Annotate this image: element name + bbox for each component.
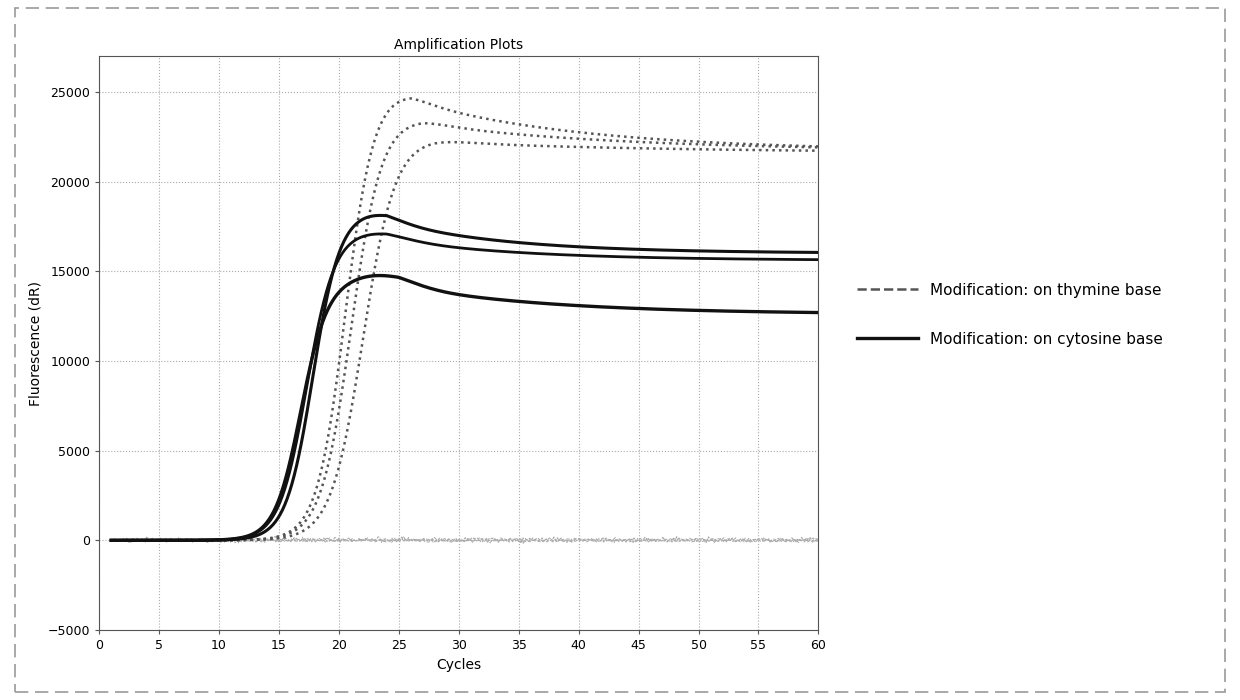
Title: Amplification Plots: Amplification Plots	[394, 38, 523, 52]
X-axis label: Cycles: Cycles	[436, 657, 481, 671]
Legend: Modification: on thymine base, Modification: on cytosine base: Modification: on thymine base, Modificat…	[857, 283, 1163, 347]
Y-axis label: Fluorescence (dR): Fluorescence (dR)	[29, 281, 42, 405]
